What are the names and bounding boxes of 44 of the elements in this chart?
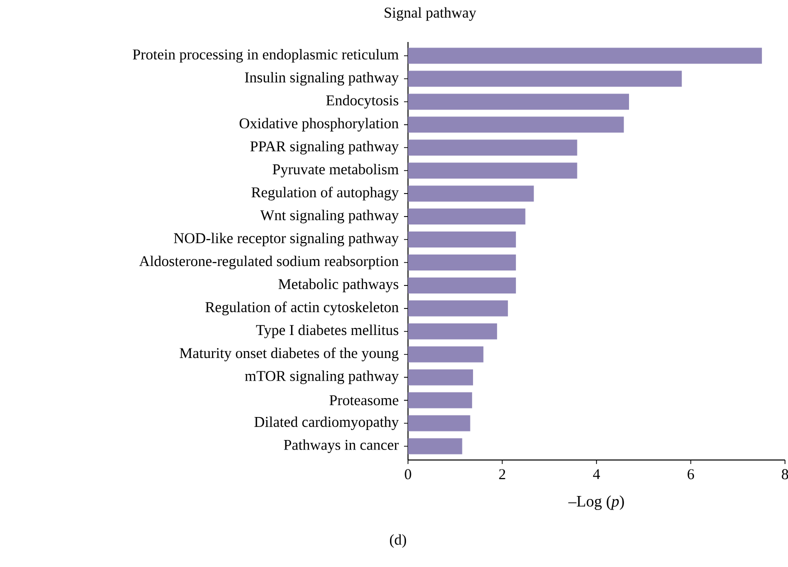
- chart-title: Signal pathway: [384, 7, 476, 21]
- bar: [408, 208, 526, 225]
- y-tick-label: Insulin signaling pathway: [244, 72, 399, 86]
- y-tick-label: Pyruvate metabolism: [272, 164, 399, 178]
- bar: [408, 438, 462, 454]
- y-tick-label: mTOR signaling pathway: [245, 370, 399, 384]
- bar: [408, 254, 516, 270]
- bar: [408, 140, 578, 156]
- bar: [408, 94, 630, 110]
- y-tick-label: NOD-like receptor signaling pathway: [174, 232, 399, 246]
- bar: [408, 300, 508, 316]
- x-tick-label: 6: [688, 469, 694, 480]
- y-tick-label: Aldosterone-regulated sodium reabsorption: [139, 256, 399, 270]
- y-tick-label: Dilated cardiomyopathy: [254, 416, 399, 430]
- y-tick-label: Regulation of actin cytoskeleton: [205, 302, 399, 316]
- y-tick-label: Regulation of autophagy: [252, 186, 399, 200]
- bar: [408, 48, 762, 64]
- bar: [408, 415, 470, 432]
- bar: [408, 392, 472, 408]
- y-tick-label: Protein processing in endoplasmic reticulum: [132, 48, 399, 63]
- x-tick-label: 4: [593, 469, 600, 480]
- bar: [408, 162, 578, 179]
- y-tick-label: Proteasome: [330, 395, 398, 406]
- x-axis-title: –Log (p): [568, 495, 624, 510]
- bar: [408, 369, 474, 386]
- x-tick-label: 0: [404, 469, 412, 480]
- y-tick-label: Metabolic pathways: [278, 278, 398, 292]
- x-tick-label: 8: [782, 469, 788, 480]
- bar: [408, 346, 484, 362]
- x-tick-label: 2: [499, 469, 506, 480]
- bar: [408, 70, 682, 87]
- bar: [408, 277, 516, 294]
- bar: [408, 232, 516, 248]
- y-tick-label: Oxidative phosphorylation: [240, 118, 399, 132]
- text: (d): [390, 534, 406, 548]
- y-tick-label: PPAR signaling pathway: [250, 140, 399, 154]
- y-tick-label: Endocytosis: [326, 94, 398, 109]
- y-tick-label: Type I diabetes mellitus: [256, 324, 398, 338]
- bar: [408, 186, 534, 202]
- bar: [408, 116, 624, 133]
- y-tick-label: Maturity onset diabetes of the young: [180, 347, 399, 362]
- bar: [408, 323, 498, 340]
- y-tick-label: Pathways in cancer: [284, 439, 399, 454]
- y-tick-label: Wnt signaling pathway: [260, 210, 399, 224]
